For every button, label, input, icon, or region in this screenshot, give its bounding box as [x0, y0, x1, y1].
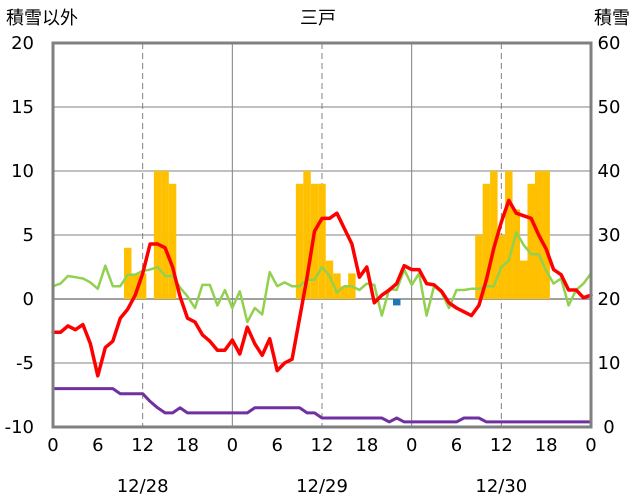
left-tick-label: 15: [11, 97, 34, 118]
series-purple-line: [51, 387, 593, 424]
left-axis-label: 積雪以外: [6, 8, 78, 29]
left-tick-label: 0: [23, 289, 34, 310]
date-labels: 12/28 12/29 12/30: [117, 476, 528, 497]
bar-orange: [295, 183, 304, 299]
right-axis-label: 積雪: [594, 8, 630, 29]
x-tick-label: 0: [47, 435, 58, 456]
bar-orange: [505, 171, 513, 299]
lines: [51, 198, 593, 424]
left-tick-label: -10: [5, 417, 34, 438]
plot-frame: [51, 41, 593, 429]
x-tick-label: 6: [451, 435, 462, 456]
x-tick-label: 18: [355, 435, 378, 456]
bar-orange: [161, 171, 169, 299]
series-red-line: [51, 198, 593, 378]
left-tick-label: 20: [11, 33, 34, 54]
x-axis-ticks: 0 6 12 18 0 6 12 18 0 6 12 18 0: [47, 435, 596, 456]
x-tick-label: 12: [490, 435, 513, 456]
x-tick-label: 0: [227, 435, 238, 456]
bar-orange: [520, 260, 528, 299]
right-tick-label: 0: [603, 417, 614, 438]
x-tick-label: 12: [311, 435, 334, 456]
x-tick-label: 12: [131, 435, 154, 456]
x-tick-label: 0: [406, 435, 417, 456]
bar-orange: [512, 209, 521, 299]
x-tick-label: 0: [585, 435, 596, 456]
bar-blue: [392, 299, 401, 306]
bar-orange: [303, 171, 311, 299]
x-tick-label: 6: [271, 435, 282, 456]
plot-border: [51, 41, 593, 429]
right-tick-label: 50: [598, 97, 621, 118]
right-tick-label: 20: [598, 289, 621, 310]
right-tick-label: 30: [598, 225, 621, 246]
bar-orange: [542, 171, 550, 299]
left-tick-label: -5: [16, 353, 34, 374]
bar-orange: [490, 171, 498, 299]
bar-orange: [153, 171, 162, 299]
bar-orange: [333, 273, 341, 299]
right-tick-label: 10: [598, 353, 621, 374]
bar-orange: [138, 273, 147, 299]
chart-title: 三戸: [300, 8, 336, 29]
x-tick-label: 6: [92, 435, 103, 456]
date-label: 12/29: [296, 476, 348, 497]
left-tick-label: 5: [23, 225, 34, 246]
left-tick-label: 10: [11, 161, 34, 182]
x-tick-label: 18: [535, 435, 558, 456]
bar-orange: [123, 247, 132, 299]
x-tick-label: 18: [176, 435, 199, 456]
left-axis-ticks: -10 -5 0 5 10 15 20: [5, 33, 34, 438]
bar-orange: [318, 183, 326, 299]
bar-orange: [482, 183, 491, 299]
right-axis-ticks: 0 10 20 30 40 50 60: [598, 33, 621, 438]
bar-orange: [325, 260, 334, 299]
bar-orange: [527, 183, 535, 299]
right-tick-label: 40: [598, 161, 621, 182]
bar-orange: [168, 183, 177, 299]
date-label: 12/28: [117, 476, 169, 497]
bar-orange: [340, 286, 349, 299]
date-label: 12/30: [475, 476, 527, 497]
bar-orange: [475, 235, 483, 299]
right-tick-label: 60: [598, 33, 621, 54]
bar-orange: [131, 273, 139, 299]
